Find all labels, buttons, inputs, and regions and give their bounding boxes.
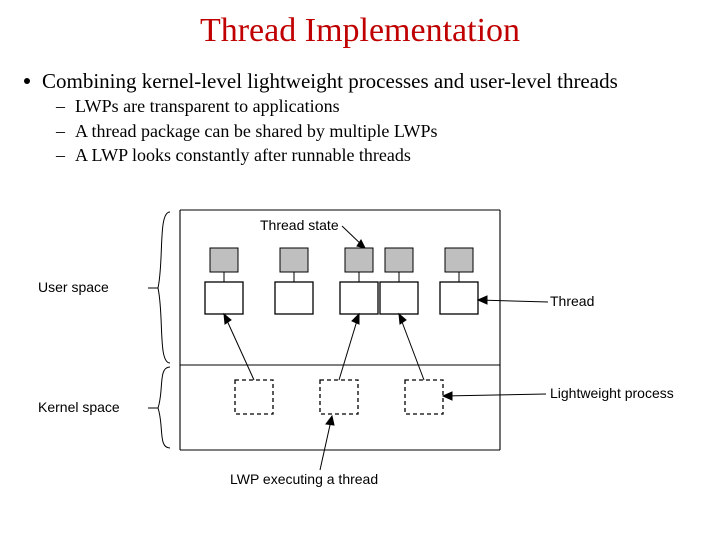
bullet-dot-icon [24,78,30,84]
bullet-l2-0: – LWPs are transparent to applications [56,94,696,118]
thread-diagram: User space Kernel space Thread state [30,200,690,500]
bullet-l1-text: Combining kernel-level lightweight proce… [42,68,618,94]
bullet-l2-2: – A LWP looks constantly after runnable … [56,143,696,167]
dash-icon: – [56,94,65,118]
bullet-l2-0-text: LWPs are transparent to applications [75,94,340,118]
lwp-label: Lightweight process [550,385,674,401]
bullet-l2-1-text: A thread package can be shared by multip… [75,119,438,143]
dash-icon: – [56,119,65,143]
bullet-l2-2-text: A LWP looks constantly after runnable th… [75,143,411,167]
thread-group-3 [340,248,378,314]
thread-state-label: Thread state [260,217,339,233]
kernel-space-label: Kernel space [38,399,120,415]
bullet-l2-1: – A thread package can be shared by mult… [56,119,696,143]
thread-group-1 [205,248,243,314]
thread-label: Thread [550,293,594,309]
lwp-box-2 [320,380,358,414]
dash-icon: – [56,143,65,167]
user-space-label: User space [38,279,109,295]
bullet-l1: Combining kernel-level lightweight proce… [24,68,696,94]
lwp-exec-label: LWP executing a thread [230,471,378,487]
lwp-box-1 [235,380,273,414]
thread-group-2 [275,248,313,314]
slide-title: Thread Implementation [0,0,720,50]
bullet-list: Combining kernel-level lightweight proce… [0,50,720,167]
thread-group-5 [440,248,478,314]
thread-group-4 [380,248,418,314]
lwp-box-3 [405,380,443,414]
